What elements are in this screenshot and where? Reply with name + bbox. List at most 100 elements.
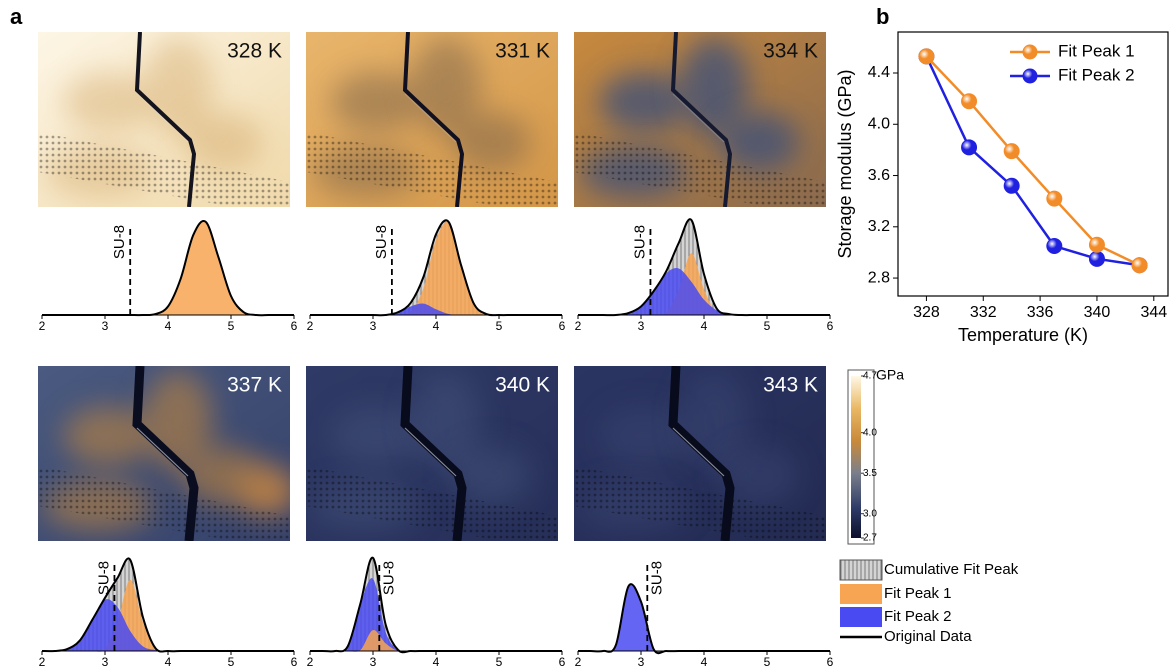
x-tick-label: 6 — [559, 655, 566, 669]
data-point — [1088, 250, 1105, 267]
data-line — [41, 557, 294, 653]
data-line — [309, 556, 562, 654]
map-temperature: 343 K — [763, 374, 818, 397]
map-scratch — [672, 93, 725, 143]
x-tick-label: 3 — [102, 319, 109, 333]
map-crack — [400, 366, 467, 541]
data-point — [1046, 190, 1063, 207]
su8-label: SU-8 — [648, 561, 665, 595]
map-patch — [183, 112, 263, 172]
x-tick-label: 5 — [764, 319, 771, 333]
data-line — [42, 220, 294, 317]
data-point — [1131, 257, 1148, 274]
map-stripe — [306, 466, 558, 541]
map-patch — [451, 112, 531, 172]
map-temperature: 340 K — [495, 374, 550, 397]
legend-label: Cumulative Fit Peak — [884, 561, 1019, 578]
map-temperature: 328 K — [227, 40, 282, 63]
map-stripe — [38, 466, 290, 541]
x-tick-label: 4 — [433, 319, 440, 333]
colorbar-tick-label: 4.0 — [863, 427, 877, 438]
x-tick-label: 3 — [102, 655, 109, 669]
x-tick-label: 4 — [165, 319, 172, 333]
legend-label: Fit Peak 2 — [884, 608, 952, 625]
map-content — [574, 32, 826, 207]
data-area — [310, 630, 562, 652]
su8-label: SU-8 — [373, 225, 390, 259]
map-content — [306, 32, 558, 207]
x-tick-label: 2 — [575, 655, 582, 669]
data-area — [310, 303, 562, 316]
panel-label: b — [876, 4, 889, 29]
map-temperature: 334 K — [763, 40, 818, 63]
colorbar — [851, 376, 861, 538]
map-scratch — [136, 93, 189, 143]
x-tick-label: 2 — [39, 319, 46, 333]
x-tick-label: 5 — [228, 319, 235, 333]
data-area — [310, 557, 562, 653]
legend-label: Fit Peak 1 — [884, 585, 952, 602]
su8-label: SU-8 — [380, 561, 397, 595]
map-temperature: 337 K — [227, 374, 282, 397]
x-tick-label: 5 — [764, 655, 771, 669]
x-tick-label: 336 — [1027, 304, 1054, 321]
x-tick-label: 3 — [638, 319, 645, 333]
map-patch — [63, 72, 153, 132]
map-image: 337 K — [38, 366, 290, 541]
y-tick-label: 4.0 — [868, 115, 890, 132]
map-patch — [238, 466, 290, 516]
map-crack — [402, 32, 465, 207]
x-tick-label: 344 — [1140, 304, 1167, 321]
data-area — [578, 268, 830, 316]
map-patch — [719, 446, 799, 506]
su8-label: SU-8 — [111, 225, 128, 259]
x-axis-label: Temperature (K) — [958, 325, 1088, 345]
legend-marker — [1022, 68, 1038, 84]
data-point — [1046, 238, 1063, 255]
y-tick-label: 4.4 — [868, 64, 890, 81]
x-tick-label: 5 — [496, 655, 503, 669]
colorbar-tick-label: 3.0 — [863, 508, 877, 519]
colorbar-tick-label: 2.7 — [863, 533, 877, 544]
map-content — [306, 366, 558, 541]
su8-label: SU-8 — [631, 225, 648, 259]
x-tick-label: 2 — [39, 655, 46, 669]
data-area — [310, 221, 562, 316]
data-point — [961, 139, 978, 156]
map-image: 328 K — [38, 32, 290, 207]
map-image: 334 K — [574, 32, 826, 207]
x-tick-label: 340 — [1084, 304, 1111, 321]
x-tick-label: 328 — [913, 304, 940, 321]
x-tick-label: 332 — [970, 304, 997, 321]
legend-swatch — [839, 559, 883, 581]
map-crack — [668, 366, 735, 541]
map-patch — [331, 72, 421, 132]
y-tick-label: 3.6 — [868, 167, 890, 184]
data-point — [961, 93, 978, 110]
panel-label: a — [10, 4, 23, 29]
colorbar-tick-label: 3.5 — [863, 468, 877, 479]
map-stripe — [574, 466, 826, 541]
x-tick-label: 6 — [291, 655, 298, 669]
data-point — [1088, 236, 1105, 253]
legend-swatch — [840, 607, 882, 627]
data-area — [42, 599, 294, 652]
map-patch — [331, 406, 421, 466]
legend-swatch — [840, 584, 882, 604]
data-area — [42, 220, 294, 316]
x-tick-label: 4 — [165, 655, 172, 669]
map-image: 340 K — [306, 366, 558, 541]
legend-label: Fit Peak 1 — [1058, 41, 1135, 60]
x-tick-label: 3 — [370, 655, 377, 669]
x-tick-label: 2 — [307, 655, 314, 669]
map-scratch — [672, 427, 725, 477]
map-image: 343 K — [574, 366, 826, 541]
legend-label: Fit Peak 2 — [1058, 65, 1135, 84]
x-tick-label: 6 — [827, 319, 834, 333]
map-scratch — [136, 427, 189, 477]
x-tick-label: 6 — [559, 319, 566, 333]
x-tick-label: 3 — [370, 319, 377, 333]
map-content — [574, 366, 826, 541]
